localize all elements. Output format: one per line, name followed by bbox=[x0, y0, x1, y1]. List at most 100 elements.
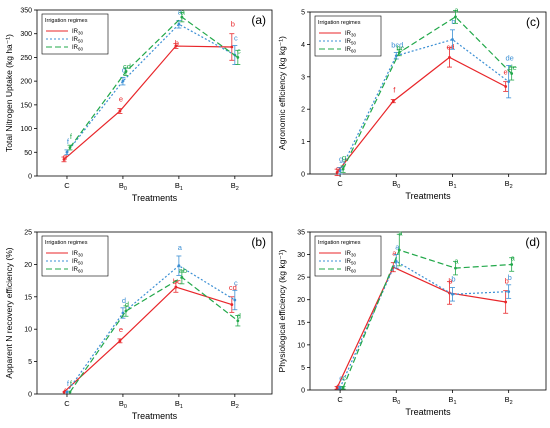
data-point bbox=[507, 290, 511, 293]
x-axis-label: Treatments bbox=[132, 193, 178, 203]
data-point bbox=[335, 170, 339, 174]
data-point bbox=[504, 85, 508, 88]
significance-letter: f bbox=[67, 137, 70, 146]
y-tick-label: 50 bbox=[24, 150, 32, 157]
y-tick-label: 0 bbox=[301, 172, 305, 179]
legend-entry: IR60 bbox=[345, 47, 357, 54]
legend-entry: IR60 bbox=[72, 267, 84, 274]
plot-frame bbox=[309, 11, 547, 175]
data-point bbox=[397, 248, 401, 252]
series-line-IR50 bbox=[66, 23, 236, 153]
series-line-IR30 bbox=[63, 45, 232, 160]
data-point bbox=[180, 15, 184, 19]
y-axis-label: Apparent N recovery efficiency (%) bbox=[4, 247, 14, 378]
y-tick-label: 35 bbox=[297, 230, 305, 237]
data-point bbox=[454, 15, 457, 19]
significance-letter: cd bbox=[229, 283, 237, 292]
x-tick-label: B2 bbox=[231, 399, 239, 410]
x-axis-label: Treatments bbox=[132, 411, 178, 421]
series-line-IR60 bbox=[342, 16, 513, 170]
significance-letter: ab bbox=[179, 266, 187, 275]
data-point bbox=[118, 109, 122, 113]
y-tick-label: 25 bbox=[297, 275, 305, 282]
panel-label: (c) bbox=[526, 15, 540, 29]
x-tick-label: B2 bbox=[505, 395, 513, 406]
data-point bbox=[68, 390, 72, 394]
y-axis-label: Physiological efficiency (kg kg⁻¹) bbox=[277, 249, 287, 372]
legend-entry: IR50 bbox=[345, 259, 357, 266]
series-line-IR60 bbox=[69, 16, 239, 148]
significance-letter: f bbox=[64, 387, 67, 396]
data-point bbox=[230, 45, 234, 49]
significance-letter: g bbox=[336, 164, 340, 173]
data-point bbox=[236, 56, 240, 59]
data-point bbox=[338, 386, 342, 390]
y-tick-label: 15 bbox=[24, 294, 32, 301]
series-line-IR60 bbox=[69, 276, 239, 393]
series-line-IR30 bbox=[336, 56, 506, 173]
significance-letter: a bbox=[454, 256, 459, 265]
legend-box bbox=[314, 235, 382, 277]
data-point bbox=[504, 300, 508, 304]
significance-letter: a bbox=[178, 243, 183, 252]
y-tick-label: 0 bbox=[28, 392, 32, 399]
significance-letter: f bbox=[67, 379, 70, 388]
x-tick-label: C bbox=[64, 181, 70, 190]
data-point bbox=[510, 72, 514, 75]
data-point bbox=[448, 55, 451, 59]
chart-panel-a: 0 50 100 150 200 250 300 350 C B0 B1 B2 Treatments To… bbox=[4, 7, 273, 203]
significance-letter: d bbox=[122, 296, 126, 305]
y-tick-label: 20 bbox=[24, 262, 32, 269]
x-axis-label: Treatments bbox=[405, 191, 451, 201]
data-point bbox=[177, 22, 181, 26]
data-point bbox=[397, 51, 401, 54]
data-point bbox=[65, 390, 69, 394]
y-tick-label: 350 bbox=[20, 8, 32, 15]
significance-letter: c bbox=[336, 381, 340, 390]
y-tick-label: 0 bbox=[28, 174, 32, 181]
y-tick-label: 200 bbox=[20, 79, 32, 86]
legend-box bbox=[41, 13, 109, 55]
significance-letter: a bbox=[511, 254, 516, 263]
significance-letter: c bbox=[339, 373, 343, 382]
data-point bbox=[451, 38, 454, 41]
significance-letter: d bbox=[125, 300, 129, 309]
significance-letter: f bbox=[70, 132, 73, 141]
significance-letter: g bbox=[342, 153, 346, 162]
data-point bbox=[121, 79, 125, 83]
x-tick-label: B2 bbox=[505, 179, 513, 190]
significance-letter: f bbox=[393, 85, 396, 94]
legend-box bbox=[41, 235, 109, 277]
y-tick-label: 150 bbox=[20, 102, 32, 109]
data-point bbox=[230, 303, 234, 306]
x-tick-label: B0 bbox=[119, 181, 127, 192]
significance-letter: c bbox=[342, 373, 346, 382]
legend-title: Irrigation regimes bbox=[45, 18, 88, 24]
y-tick-label: 0 bbox=[301, 388, 305, 395]
data-point bbox=[391, 99, 395, 103]
x-tick-label: B2 bbox=[231, 181, 239, 192]
data-point bbox=[510, 263, 514, 266]
data-point bbox=[68, 146, 72, 149]
chart-panel-d: 0 5 10 15 20 25 30 35 C B0 B1 B2 Treatments Physiolog… bbox=[277, 228, 547, 417]
data-point bbox=[335, 386, 339, 390]
series-line-IR50 bbox=[66, 264, 236, 393]
panel-label: (b) bbox=[251, 235, 266, 249]
significance-letter: bc bbox=[396, 43, 404, 52]
significance-letter: a bbox=[398, 228, 403, 237]
x-tick-label: B1 bbox=[175, 181, 183, 192]
significance-letter: bc bbox=[173, 277, 181, 286]
y-axis-label: Total Nitrogen Uptake (kg ha⁻¹) bbox=[4, 34, 14, 152]
y-tick-label: 300 bbox=[20, 31, 32, 38]
x-tick-label: C bbox=[337, 395, 343, 404]
significance-letter: a bbox=[395, 243, 400, 252]
significance-letter: ef bbox=[504, 68, 511, 77]
panel-label: (d) bbox=[525, 235, 540, 249]
significance-letter: c bbox=[237, 46, 241, 55]
x-tick-label: B1 bbox=[448, 395, 456, 406]
x-tick-label: B1 bbox=[448, 179, 456, 190]
